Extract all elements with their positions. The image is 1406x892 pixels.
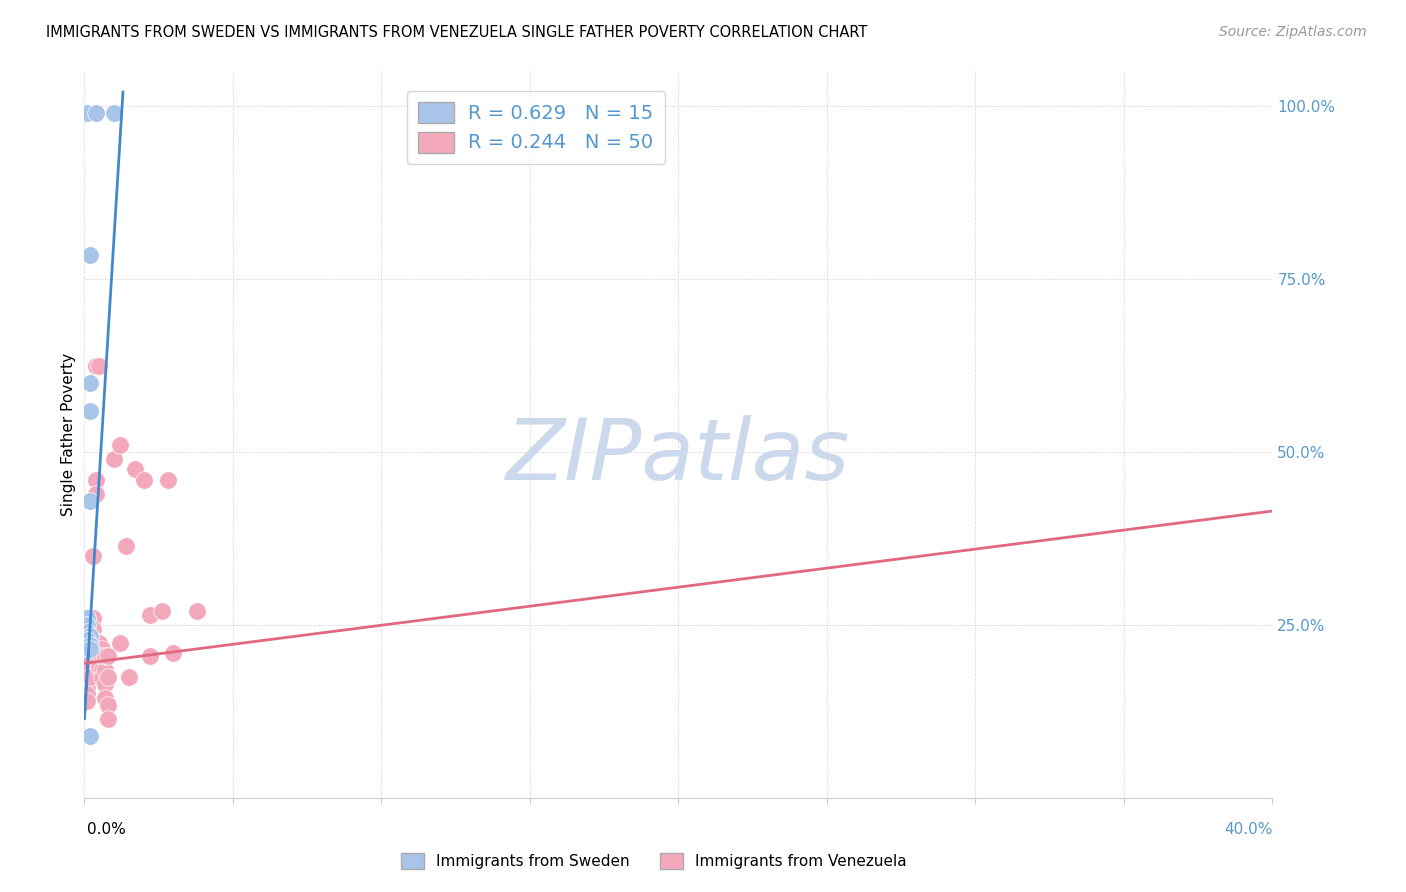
Point: [84, 486, 107, 500]
Point: [79, 663, 101, 677]
Point: [84, 106, 107, 120]
Point: [79, 403, 101, 417]
Point: [94, 677, 117, 691]
Text: IMMIGRANTS FROM SWEDEN VS IMMIGRANTS FROM VENEZUELA SINGLE FATHER POVERTY CORREL: IMMIGRANTS FROM SWEDEN VS IMMIGRANTS FRO…: [46, 25, 868, 40]
Point: [91, 663, 114, 677]
Point: [124, 462, 146, 476]
Point: [97, 698, 120, 712]
Point: [89, 649, 111, 664]
Point: [97, 712, 120, 726]
Point: [79, 632, 101, 646]
Point: [76, 611, 98, 625]
Point: [79, 657, 101, 671]
Point: [76, 633, 98, 648]
Point: [82, 622, 104, 636]
Point: [162, 646, 184, 660]
Point: [76, 625, 98, 640]
Point: [138, 649, 160, 664]
Point: [150, 604, 173, 618]
Point: [97, 649, 120, 664]
Text: 40.0%: 40.0%: [1225, 822, 1272, 837]
Point: [79, 376, 101, 390]
Point: [82, 632, 104, 646]
Point: [94, 690, 117, 705]
Point: [76, 639, 98, 653]
Point: [76, 694, 98, 708]
Text: Source: ZipAtlas.com: Source: ZipAtlas.com: [1219, 25, 1367, 39]
Point: [79, 493, 101, 508]
Point: [186, 604, 208, 618]
Text: ZIPatlas: ZIPatlas: [506, 415, 851, 498]
Point: [76, 681, 98, 695]
Point: [103, 106, 125, 120]
Point: [79, 618, 101, 632]
Point: [97, 670, 120, 684]
Point: [79, 638, 101, 652]
Point: [76, 106, 98, 120]
Point: [132, 473, 155, 487]
Point: [89, 660, 111, 674]
Point: [79, 670, 101, 684]
Point: [84, 473, 107, 487]
Point: [94, 663, 117, 677]
Point: [115, 539, 138, 553]
Point: [79, 248, 101, 262]
Point: [156, 473, 179, 487]
Point: [79, 646, 101, 660]
Legend: R = 0.629   N = 15, R = 0.244   N = 50: R = 0.629 N = 15, R = 0.244 N = 50: [408, 91, 665, 164]
Legend: Immigrants from Sweden, Immigrants from Venezuela: Immigrants from Sweden, Immigrants from …: [395, 847, 912, 875]
Point: [94, 649, 117, 664]
Point: [82, 549, 104, 563]
Point: [108, 635, 131, 649]
Point: [76, 688, 98, 702]
Point: [76, 653, 98, 667]
Point: [89, 359, 111, 373]
Point: [79, 642, 101, 657]
Point: [108, 438, 131, 452]
Point: [118, 670, 141, 684]
Point: [79, 729, 101, 743]
Point: [76, 618, 98, 632]
Point: [89, 635, 111, 649]
Point: [82, 611, 104, 625]
Point: [91, 670, 114, 684]
Point: [79, 629, 101, 643]
Point: [76, 666, 98, 681]
Point: [138, 607, 160, 622]
Point: [91, 649, 114, 664]
Point: [91, 642, 114, 657]
Y-axis label: Single Father Poverty: Single Father Poverty: [60, 353, 76, 516]
Point: [84, 359, 107, 373]
Text: 0.0%: 0.0%: [87, 822, 127, 837]
Point: [79, 639, 101, 653]
Point: [103, 452, 125, 467]
